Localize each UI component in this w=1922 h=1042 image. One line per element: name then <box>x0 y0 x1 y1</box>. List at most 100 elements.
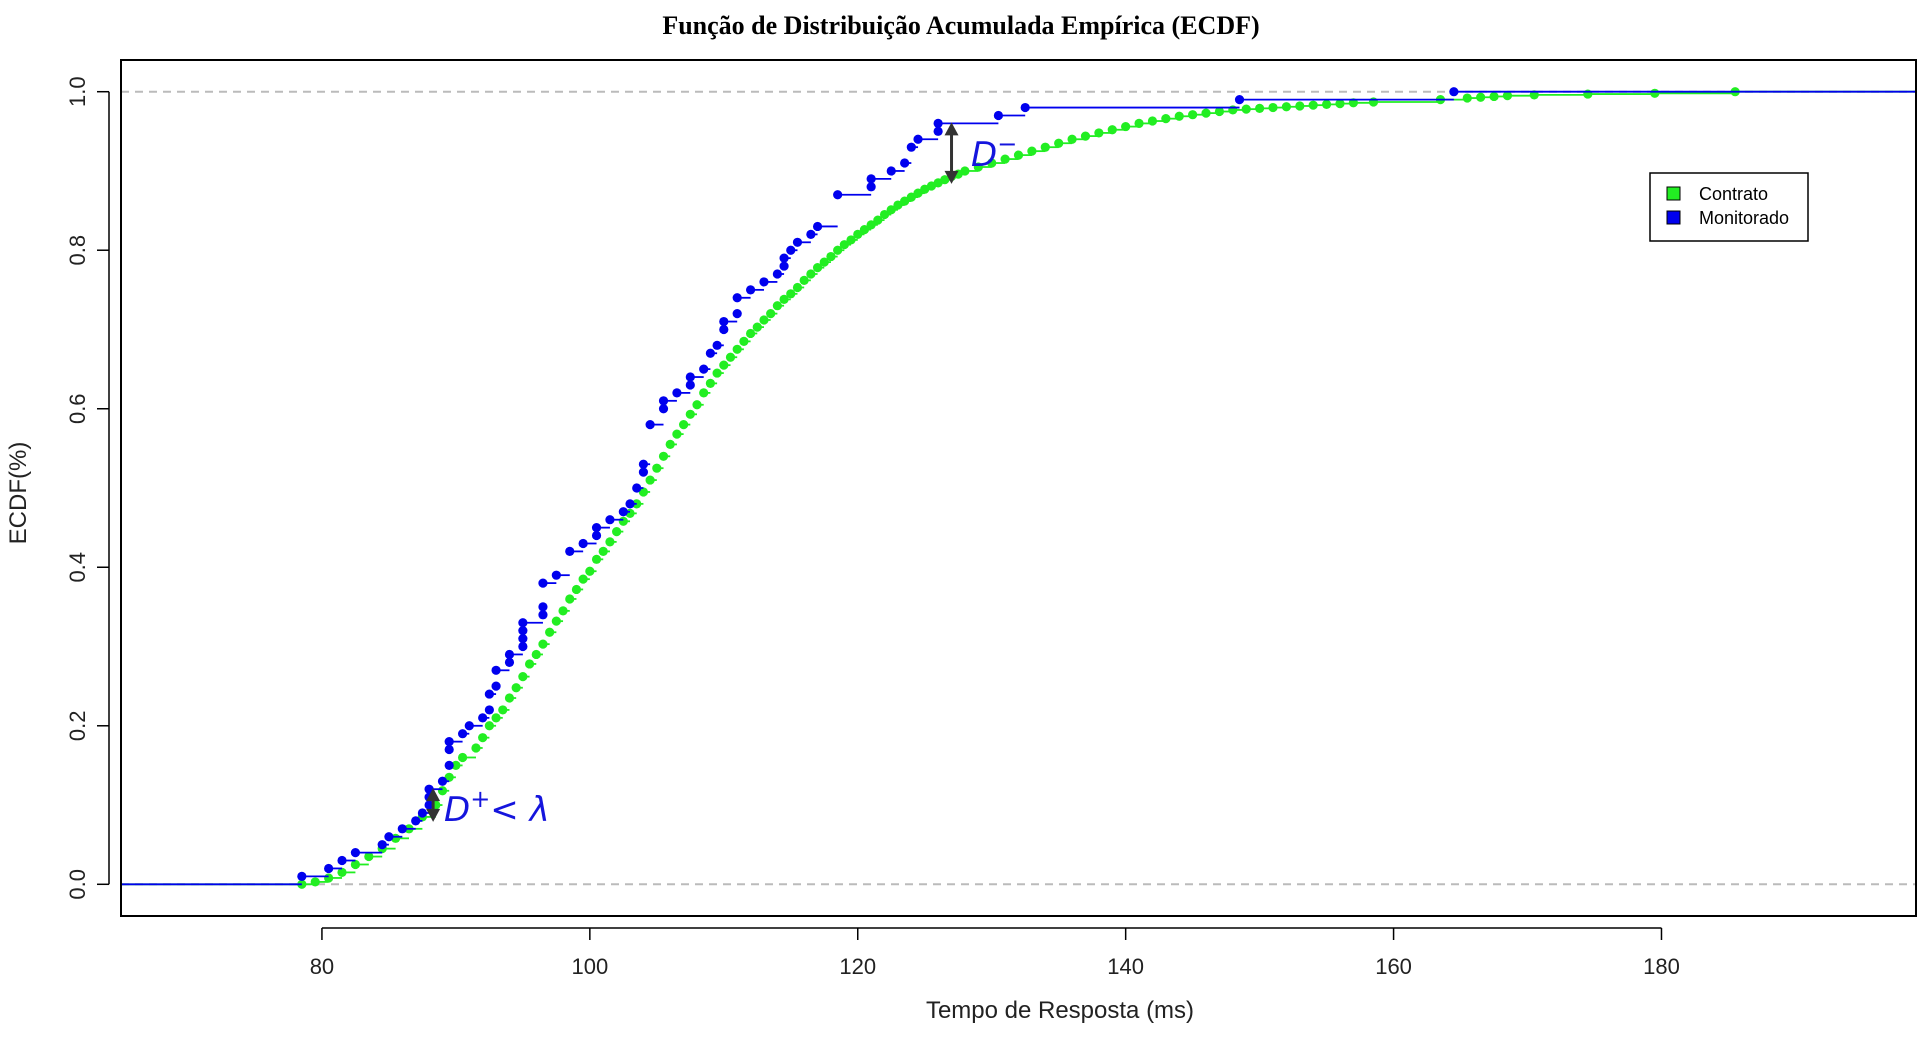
plot-area-frame <box>120 59 1917 917</box>
contrato-point <box>1080 131 1091 141</box>
monitorado-point <box>638 467 649 477</box>
d-plus-label: D+< λ <box>444 785 550 830</box>
monitorado-point <box>518 633 528 644</box>
contrato-point <box>310 877 320 887</box>
monitorado-point <box>444 744 454 755</box>
monitorado-point <box>591 530 602 541</box>
monitorado-point <box>866 174 876 184</box>
contrato-point <box>571 584 582 595</box>
contrato-point <box>612 526 622 537</box>
monitorado-point <box>913 134 923 144</box>
d-minus-annotation: D− <box>944 122 1017 184</box>
x-tick-label: 160 <box>1375 954 1412 979</box>
legend-swatch-monitorado <box>1666 210 1681 225</box>
monitorado-point <box>712 340 722 350</box>
contrato-point <box>799 275 809 285</box>
arrow-head-down <box>426 808 441 822</box>
monitorado-point <box>424 800 434 810</box>
contrato-point <box>679 419 689 430</box>
monitorado-point <box>350 847 361 858</box>
contrato-point <box>839 240 849 250</box>
monitorado-point <box>518 641 528 652</box>
contrato-point <box>484 721 494 731</box>
contrato-point <box>1241 104 1251 114</box>
contrato-point <box>558 606 568 616</box>
contrato-point <box>853 229 863 239</box>
monitorado-point <box>719 324 729 335</box>
monitorado-point <box>719 316 729 327</box>
x-tick-label: 140 <box>1107 954 1144 979</box>
monitorado-point <box>384 832 394 842</box>
monitorado-point <box>812 221 823 232</box>
contrato-point <box>598 546 608 557</box>
monitorado-point <box>886 166 896 176</box>
monitorado-point <box>437 776 448 786</box>
monitorado-point <box>417 808 427 818</box>
contrato-point <box>1161 114 1171 124</box>
contrato-point <box>685 409 695 419</box>
contrato-point <box>1281 102 1292 112</box>
contrato-point <box>444 772 454 782</box>
contrato-point <box>745 328 756 339</box>
legend-label-monitorado: Monitorado <box>1699 208 1789 228</box>
monitorado-point <box>906 142 916 152</box>
monitorado-point <box>625 499 635 509</box>
contrato-point <box>1174 111 1184 121</box>
contrato-point <box>712 368 722 378</box>
contrato-point <box>1308 100 1318 110</box>
monitorado-point <box>658 396 669 406</box>
contrato-point <box>658 451 669 461</box>
contrato-point <box>1295 101 1305 111</box>
contrato-point <box>491 713 501 723</box>
contrato-point <box>873 215 883 225</box>
monitorado-point <box>685 380 695 390</box>
d-plus-letter: D <box>444 790 470 830</box>
monitorado-point <box>685 372 695 382</box>
contrato-point <box>545 627 555 637</box>
monitorado-point <box>779 261 789 271</box>
contrato-point <box>1214 106 1225 117</box>
legend-label-contrato: Contrato <box>1699 184 1768 204</box>
contrato-point <box>471 743 481 753</box>
monitorado-point <box>1234 95 1245 105</box>
monitorado-point <box>538 578 548 588</box>
contrato-point <box>1188 110 1198 120</box>
contrato-point <box>565 594 575 604</box>
contrato-point <box>739 336 749 346</box>
monitorado-point <box>833 190 843 200</box>
monitorado-point <box>638 459 649 469</box>
contrato-point <box>699 388 709 398</box>
monitorado-point <box>504 657 515 667</box>
contrato-point <box>511 683 521 693</box>
arrow-head-up <box>426 788 441 802</box>
contrato-point <box>665 439 675 450</box>
monitorado-point <box>786 245 796 255</box>
monitorado-point <box>538 610 548 620</box>
arrow-head-up <box>944 122 959 136</box>
monitorado-point <box>732 293 742 303</box>
legend-swatch-contrato <box>1666 186 1681 201</box>
contrato-point <box>1462 93 1472 103</box>
d-plus-rest: < λ <box>490 790 549 830</box>
contrato-point <box>906 192 916 202</box>
monitorado-point <box>484 689 494 699</box>
monitorado-point <box>518 626 528 636</box>
contrato-point <box>1094 128 1104 138</box>
d-minus-superscript: − <box>997 130 1017 158</box>
reference-lines <box>121 90 1916 886</box>
monitorado-point <box>618 507 628 517</box>
contrato-point <box>1013 150 1024 160</box>
monitorado-point <box>1020 102 1030 113</box>
contrato-point <box>451 760 461 771</box>
contrato-point <box>1201 108 1211 118</box>
contrato-point <box>618 516 628 526</box>
y-tick-label: 0.8 <box>65 235 90 266</box>
legend: Contrato Monitorado <box>1649 172 1809 242</box>
monitorado-point <box>779 253 789 263</box>
monitorado-point <box>444 737 454 747</box>
monitorado-point <box>297 871 307 881</box>
x-axis-label: Tempo de Resposta (ms) <box>926 997 1194 1024</box>
contrato-point <box>498 705 508 715</box>
monitorado-point <box>732 309 742 319</box>
contrato-point <box>846 235 856 245</box>
